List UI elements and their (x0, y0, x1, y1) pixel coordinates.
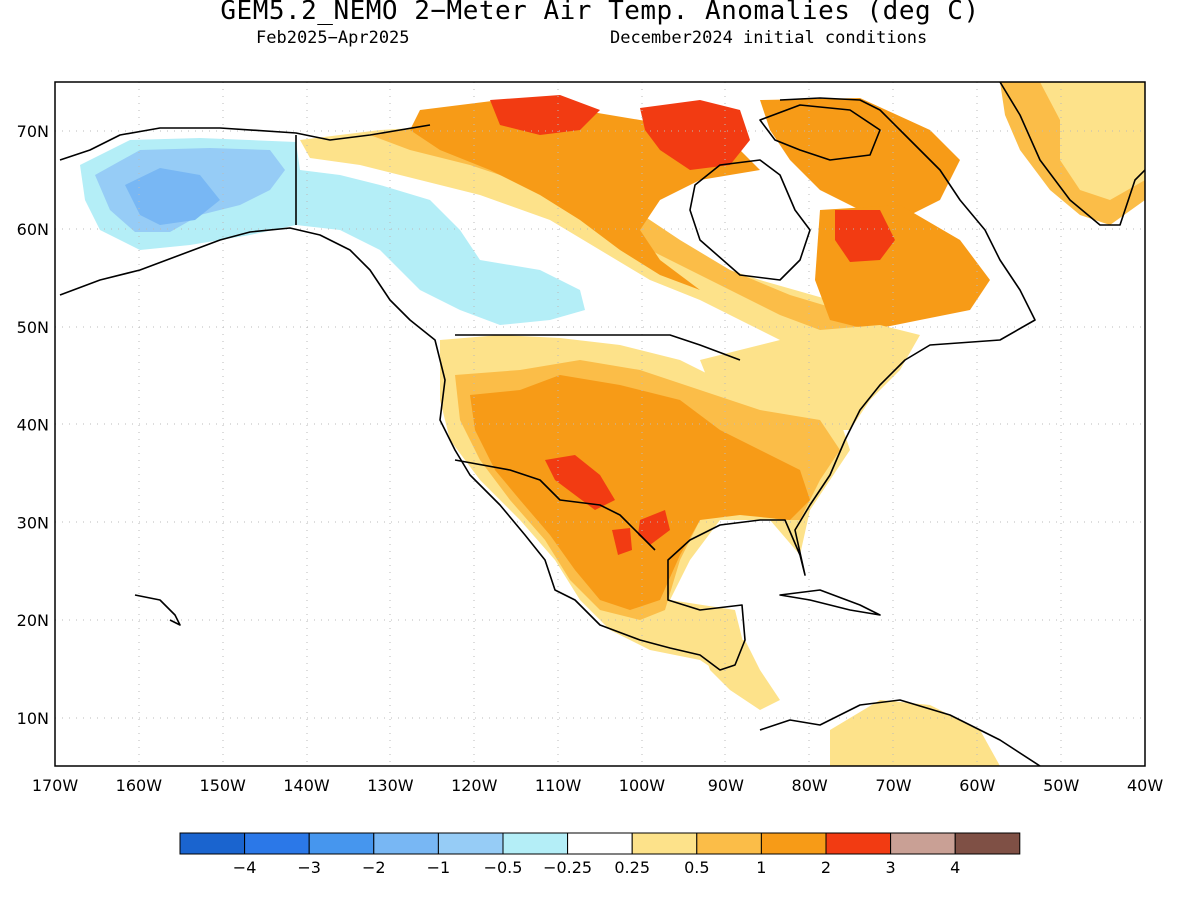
anomaly-region-alaska-mid (125, 168, 220, 225)
colorbar-swatch (890, 832, 956, 855)
colorbar-label: −0.25 (543, 858, 592, 877)
colorbar-label: 4 (950, 858, 960, 877)
anomaly-region-central-america-yellow (700, 640, 780, 710)
coast-alaska (59, 97, 1036, 671)
anomaly-region-greenland-yellow (1040, 82, 1145, 200)
latitude-tick-label: 50N (17, 318, 49, 337)
colorbar-label: −4 (233, 858, 257, 877)
border-us-canada (455, 334, 741, 361)
latitude-tick-label: 40N (17, 416, 49, 435)
colorbar-swatch (631, 832, 698, 855)
anomaly-region-baffin-red (640, 100, 750, 170)
anomaly-shading (80, 82, 1145, 766)
anomaly-region-east-arctic-orange (760, 98, 960, 220)
coastlines (59, 82, 1145, 766)
colorbar-label: −0.5 (484, 858, 523, 877)
longitude-tick-label: 150W (200, 776, 247, 795)
colorbar-swatch (825, 832, 892, 855)
longitude-tick-label: 40W (1127, 776, 1163, 795)
longitude-tick-label: 50W (1043, 776, 1079, 795)
anomaly-region-southwest-red (545, 455, 615, 510)
latitude-tick-label: 20N (17, 611, 49, 630)
longitude-tick-label: 170W (32, 776, 79, 795)
longitude-tick-label: 80W (792, 776, 828, 795)
colorbar-swatch (437, 832, 504, 855)
colorbar-label: 2 (821, 858, 831, 877)
anomaly-region-mexico-red (612, 528, 632, 555)
colorbar-swatch (308, 832, 375, 855)
colorbar-label: −3 (297, 858, 321, 877)
longitude-tick-label: 120W (451, 776, 498, 795)
coast-hudson-bay (689, 159, 811, 281)
longitude-tick-label: 130W (367, 776, 414, 795)
colorbar-label: 3 (886, 858, 896, 877)
colorbar-label: 0.25 (614, 858, 650, 877)
map-frame (54, 81, 1146, 767)
map-area (55, 82, 1145, 766)
anomaly-region-arctic-yellow (300, 125, 900, 360)
colorbar (179, 832, 1021, 855)
colorbar-swatch (567, 832, 633, 855)
anomaly-region-south-america-yellow (830, 700, 1000, 766)
colorbar-swatch (373, 832, 439, 855)
border-us-mexico (454, 459, 656, 551)
colorbar-label: 0.5 (684, 858, 709, 877)
longitude-tick-label: 110W (535, 776, 582, 795)
colorbar-swatch (179, 832, 246, 855)
longitude-tick-label: 100W (619, 776, 666, 795)
forecast-period: Feb2025−Apr2025 (256, 28, 410, 48)
colorbar-label: −1 (427, 858, 451, 877)
latitude-tick-label: 10N (17, 709, 49, 728)
latitude-tick-label: 30N (17, 513, 49, 532)
longitude-labels: 170W 160W 150W 140W 130W 120W 110W 100W 90W 80W 70… (32, 776, 1163, 795)
longitude-tick-label: 60W (959, 776, 995, 795)
colorbar-swatch (760, 832, 827, 855)
latitude-tick-label: 60N (17, 220, 49, 239)
longitude-tick-label: 140W (283, 776, 330, 795)
colorbar-label: 1 (756, 858, 766, 877)
anomaly-region-quebec-red (835, 210, 895, 262)
coast-baffin (759, 104, 881, 161)
map-title: GEM5.2_NEMO 2−Meter Air Temp. Anomalies … (220, 0, 980, 26)
coast-greenland (999, 82, 1145, 226)
colorbar-swatch (502, 832, 569, 855)
colorbar-swatch (954, 832, 1021, 855)
coast-south-america (759, 699, 1041, 766)
anomaly-region-arctic-red (490, 95, 600, 135)
anomaly-region-us-orange (470, 375, 810, 610)
colorbar-swatch (696, 832, 762, 855)
colorbar-swatch (244, 832, 310, 855)
coast-cuba (779, 589, 881, 616)
anomaly-region-texas-red (638, 510, 670, 545)
longitude-tick-label: 70W (875, 776, 911, 795)
coast-alaska-north (59, 124, 431, 161)
coast-hawaii (134, 594, 181, 626)
latitude-tick-label: 70N (17, 122, 49, 141)
colorbar-label: −2 (362, 858, 386, 877)
initial-conditions: December2024 initial conditions (610, 28, 928, 48)
colorbar-labels: −4 −3 −2 −1 −0.5 −0.25 0.25 0.5 1 2 3 4 (233, 858, 960, 877)
latitude-labels: 10N 20N 30N 40N 50N 60N 70N (17, 122, 49, 728)
longitude-tick-label: 160W (116, 776, 163, 795)
longitude-tick-label: 90W (708, 776, 744, 795)
